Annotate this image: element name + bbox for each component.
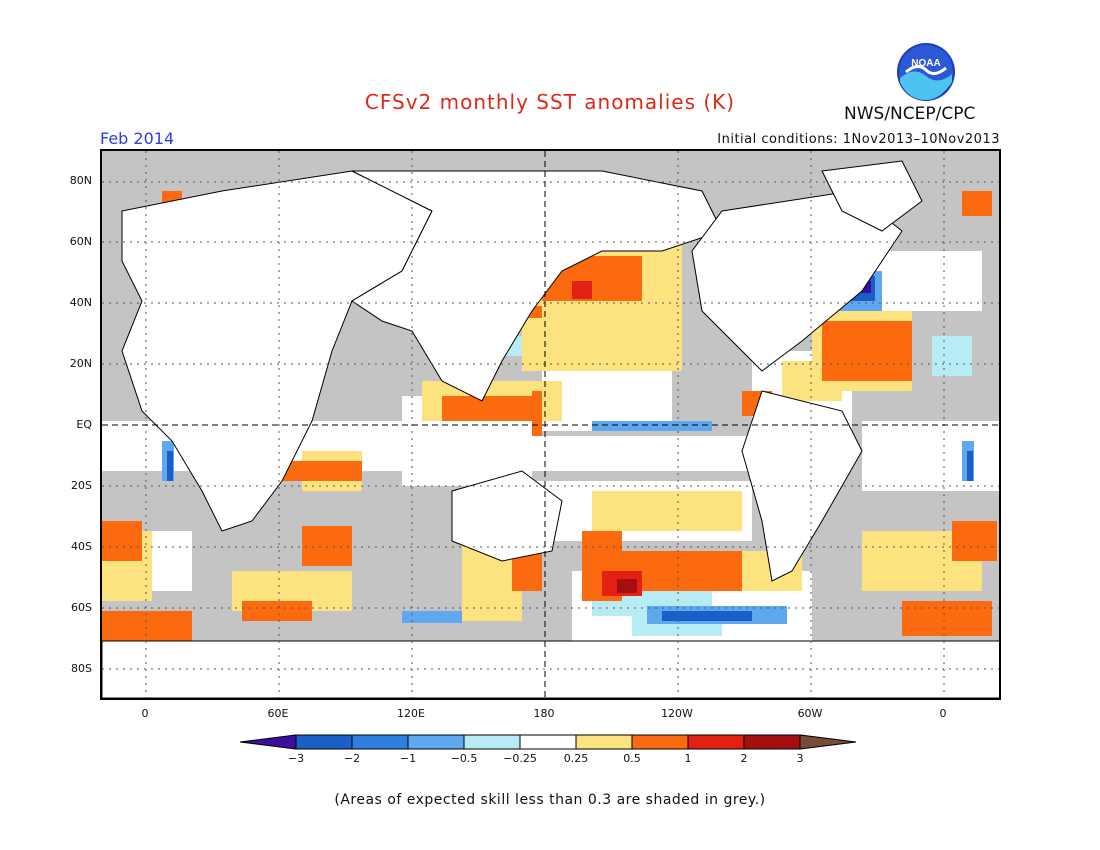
colorbar-swatch bbox=[407, 734, 465, 750]
colorbar-swatch bbox=[239, 734, 297, 750]
map-canvas bbox=[102, 151, 999, 698]
equator-dateline bbox=[102, 151, 999, 698]
y-tick-label: EQ bbox=[76, 418, 92, 431]
colorbar-swatch bbox=[631, 734, 689, 750]
colorbar-label: 0.25 bbox=[563, 752, 589, 765]
colorbar bbox=[239, 733, 862, 757]
skill-note: (Areas of expected skill less than 0.3 a… bbox=[334, 792, 766, 808]
colorbar-swatch bbox=[575, 734, 633, 750]
graticule bbox=[102, 151, 999, 698]
colorbar-swatch bbox=[519, 734, 577, 750]
colorbar-label: 0.5 bbox=[623, 752, 641, 765]
colorbar-swatch bbox=[687, 734, 745, 750]
y-tick-label: 60N bbox=[69, 235, 92, 248]
initial-conditions: Initial conditions: 1Nov2013–10Nov2013 bbox=[717, 132, 1000, 147]
agency-label: NWS/NCEP/CPC bbox=[844, 104, 976, 124]
x-tick-label: 60E bbox=[267, 707, 289, 720]
colorbar-swatch bbox=[463, 734, 521, 750]
colorbar-label: −3 bbox=[287, 752, 305, 765]
x-tick-label: 120W bbox=[661, 707, 693, 720]
colorbar-label: 3 bbox=[796, 752, 804, 765]
colorbar-swatch bbox=[799, 734, 857, 750]
noaa-logo: NOAA bbox=[896, 42, 956, 102]
colorbar-label: −1 bbox=[399, 752, 417, 765]
noaa-logo-text: NOAA bbox=[911, 58, 940, 69]
forecast-month: Feb 2014 bbox=[100, 129, 175, 148]
colorbar-label: −0.25 bbox=[503, 752, 537, 765]
y-tick-label: 20N bbox=[69, 357, 92, 370]
colorbar-swatch bbox=[743, 734, 801, 750]
colorbar-label: 1 bbox=[684, 752, 692, 765]
colorbar-svg bbox=[239, 734, 857, 750]
y-tick-label: 40N bbox=[69, 296, 92, 309]
sst-anomaly-map bbox=[100, 149, 1001, 700]
colorbar-swatch bbox=[295, 734, 353, 750]
x-tick-label: 60W bbox=[797, 707, 823, 720]
colorbar-label: 2 bbox=[740, 752, 748, 765]
y-tick-label: 60S bbox=[71, 601, 92, 614]
colorbar-swatch bbox=[351, 734, 409, 750]
colorbar-label: −0.5 bbox=[450, 752, 478, 765]
y-tick-label: 40S bbox=[71, 540, 92, 553]
x-tick-label: 120E bbox=[397, 707, 425, 720]
colorbar-label: −2 bbox=[343, 752, 361, 765]
map-title: CFSv2 monthly SST anomalies (K) bbox=[364, 90, 736, 114]
x-tick-label: 0 bbox=[141, 707, 149, 720]
y-tick-label: 20S bbox=[71, 479, 92, 492]
x-tick-label: 180 bbox=[533, 707, 555, 720]
y-tick-label: 80S bbox=[71, 662, 92, 675]
y-tick-label: 80N bbox=[69, 174, 92, 187]
x-tick-label: 0 bbox=[939, 707, 947, 720]
